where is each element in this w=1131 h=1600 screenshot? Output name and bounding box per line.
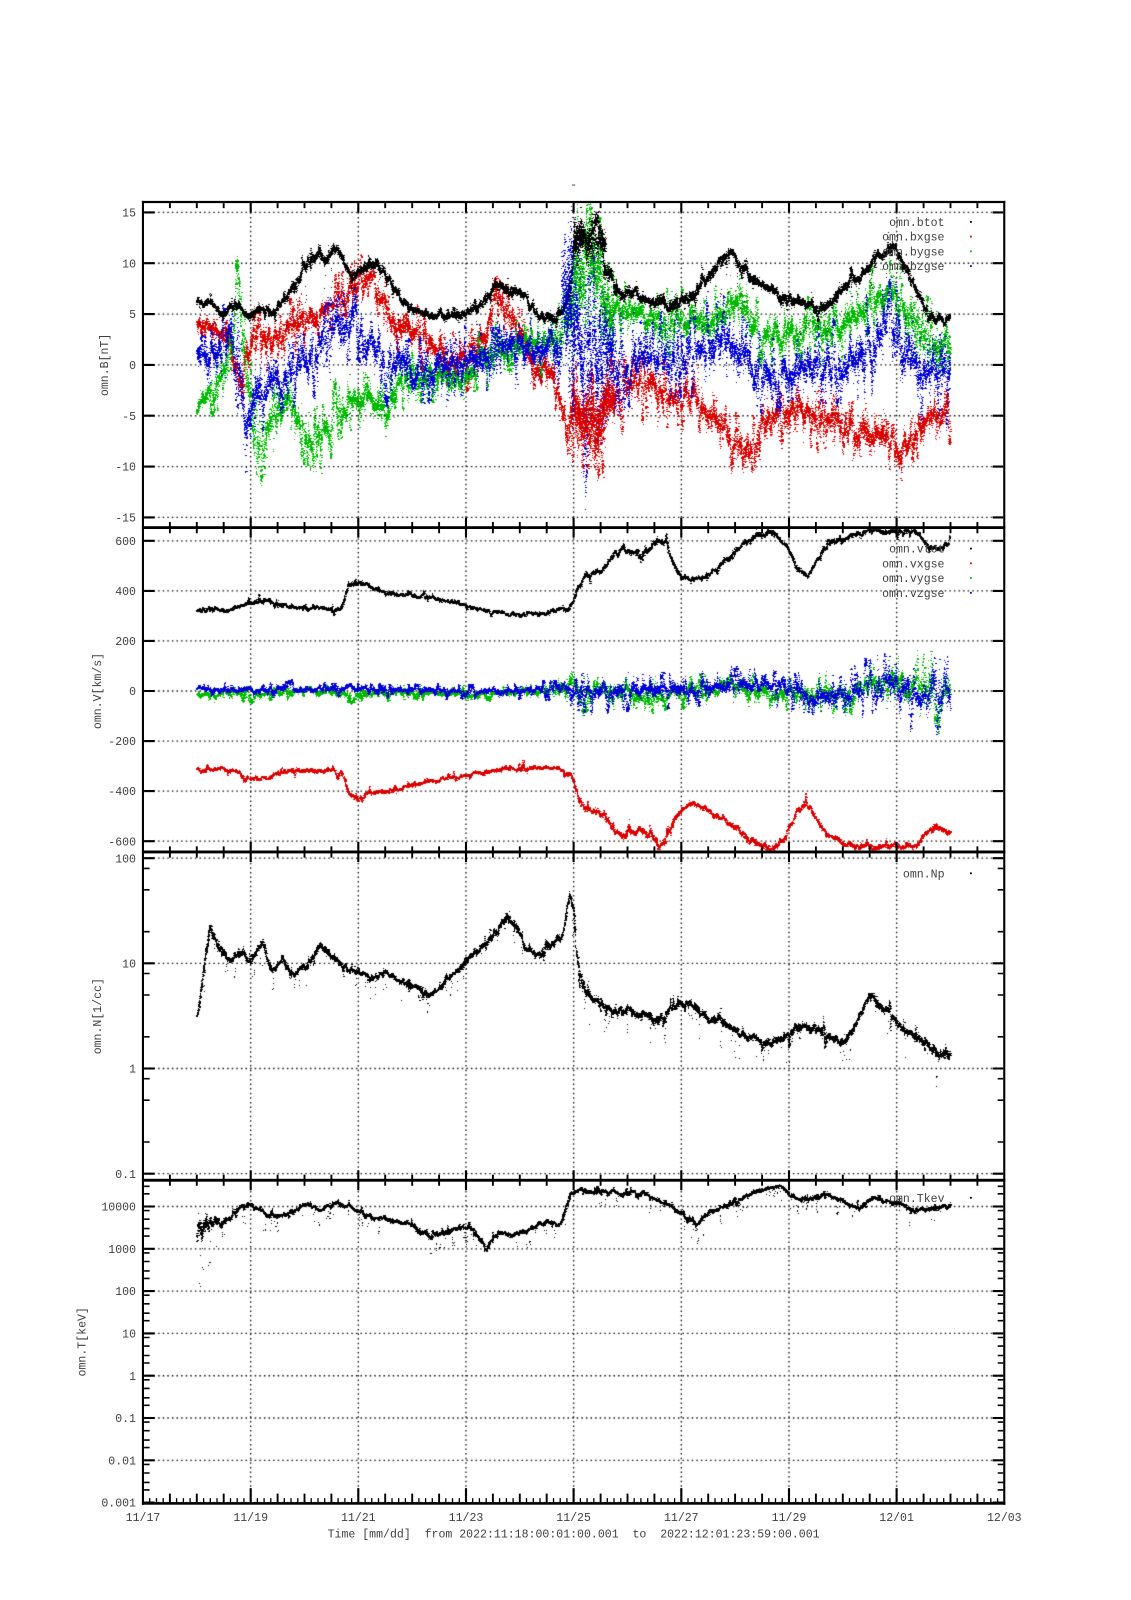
svg-text:10000: 10000 [101, 1202, 136, 1215]
svg-text:1000: 1000 [108, 1244, 136, 1257]
svg-text:0.1: 0.1 [115, 1413, 136, 1426]
svg-text:11/29: 11/29 [772, 1512, 807, 1525]
svg-text:100: 100 [115, 853, 136, 866]
svg-text:11/21: 11/21 [341, 1512, 376, 1525]
svg-text:omn.vygse: omn.vygse [882, 573, 944, 586]
svg-text:omn.vxgse: omn.vxgse [882, 558, 944, 571]
svg-text:0.001: 0.001 [101, 1498, 136, 1511]
svg-text:-600: -600 [108, 836, 136, 849]
svg-text:omn.Tkev: omn.Tkev [889, 1193, 945, 1206]
svg-text:omn.btot: omn.btot [889, 217, 944, 230]
svg-text:0: 0 [129, 360, 136, 373]
svg-text:omn.Np: omn.Np [903, 868, 945, 881]
svg-text:10: 10 [122, 958, 136, 971]
svg-text:11/19: 11/19 [233, 1512, 268, 1525]
svg-text:-15: -15 [115, 513, 136, 526]
svg-text:15: 15 [122, 208, 136, 221]
svg-text:-400: -400 [108, 786, 136, 799]
svg-text:11/25: 11/25 [556, 1512, 591, 1525]
svg-text:-: - [570, 179, 577, 192]
svg-text:0: 0 [129, 686, 136, 699]
svg-text:10: 10 [122, 1329, 136, 1342]
svg-text:12/03: 12/03 [987, 1512, 1022, 1525]
svg-text:-10: -10 [115, 462, 136, 475]
svg-text:omn.vzgse: omn.vzgse [882, 588, 944, 601]
svg-text:600: 600 [115, 536, 136, 549]
svg-text:1: 1 [129, 1064, 136, 1077]
svg-text:omn.N[1/cc]: omn.N[1/cc] [92, 978, 105, 1054]
svg-text:-5: -5 [122, 411, 136, 424]
svg-text:omn.B[nT]: omn.B[nT] [99, 334, 112, 396]
svg-text:5: 5 [129, 309, 136, 322]
svg-text:0.01: 0.01 [108, 1455, 136, 1468]
svg-text:0.1: 0.1 [115, 1169, 136, 1182]
svg-text:11/23: 11/23 [449, 1512, 484, 1525]
svg-text:400: 400 [115, 586, 136, 599]
svg-text:omn.bzgse: omn.bzgse [882, 261, 944, 274]
svg-text:200: 200 [115, 636, 136, 649]
svg-text:omn.bygse: omn.bygse [882, 246, 944, 259]
svg-text:omn.V[km/s]: omn.V[km/s] [92, 653, 105, 729]
svg-text:100: 100 [115, 1286, 136, 1299]
svg-text:omn.T[keV]: omn.T[keV] [77, 1307, 90, 1376]
svg-text:12/01: 12/01 [879, 1512, 914, 1525]
svg-text:10: 10 [122, 258, 136, 271]
svg-text:-200: -200 [108, 736, 136, 749]
svg-text:11/27: 11/27 [664, 1512, 699, 1525]
svg-text:1: 1 [129, 1371, 136, 1384]
svg-text:11/17: 11/17 [126, 1512, 161, 1525]
svg-text:omn.vtot: omn.vtot [889, 544, 944, 557]
svg-text:Time [mm/dd] from 2022:11:18:: Time [mm/dd] from 2022:11:18:00:01:00.00… [328, 1528, 820, 1541]
svg-text:omn.bxgse: omn.bxgse [882, 232, 944, 245]
